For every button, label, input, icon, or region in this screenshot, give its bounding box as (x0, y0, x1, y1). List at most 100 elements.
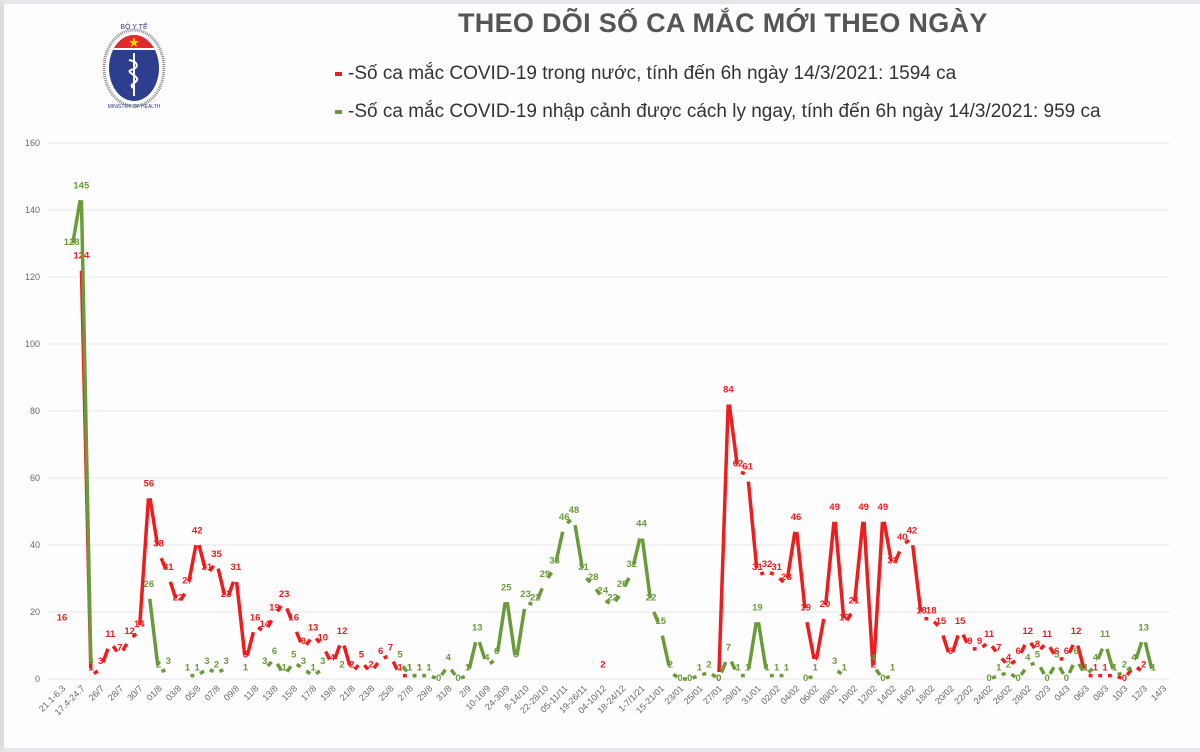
series-line-segment (594, 588, 602, 596)
x-tick-label: 08/3 (1091, 683, 1110, 702)
series-line-segment (585, 576, 592, 584)
x-tick-label: 17/8 (299, 683, 318, 702)
data-label: 7 (996, 643, 1001, 654)
series-line-segment (1038, 666, 1046, 675)
series-line-segment (266, 619, 274, 628)
series-line-segment (573, 524, 585, 569)
series-line-segment (882, 521, 894, 562)
data-label: 6 (1015, 646, 1020, 657)
data-label: 10 (317, 633, 328, 644)
data-label: 6 (378, 646, 383, 657)
data-label: 56 (144, 478, 155, 489)
series-line-segment (904, 538, 910, 545)
data-label: 12 (1071, 626, 1082, 637)
series-line-segment (874, 668, 882, 677)
data-label: 15 (936, 616, 947, 627)
data-label: 23 (520, 589, 531, 600)
x-tick-label: 22/02 (952, 683, 975, 706)
series-line-segment (1048, 666, 1056, 675)
series-line-segment (613, 594, 621, 603)
series-line-segment (1076, 645, 1086, 670)
data-label: 2 (349, 659, 354, 670)
series-line-segment (961, 634, 969, 644)
data-label: 1 (1093, 663, 1099, 674)
data-label: 6 (494, 646, 499, 657)
data-label: 128 (64, 237, 80, 248)
data-label: 13 (472, 622, 483, 633)
series-line-segment (1010, 672, 1017, 679)
data-label: 3 (262, 656, 267, 667)
series-line-segment (623, 577, 631, 587)
svg-text:BỘ Y TẾ: BỘ Y TẾ (120, 21, 148, 31)
data-label: 5 (1054, 649, 1060, 660)
series-line-segment (885, 675, 891, 680)
series-line-segment (941, 634, 951, 653)
data-label: 25 (501, 582, 512, 593)
series-line-segment (1135, 666, 1142, 672)
data-label: 44 (636, 519, 647, 530)
data-label: 31 (771, 562, 782, 573)
data-label: 1 (88, 663, 94, 674)
data-label: 1 (890, 663, 896, 674)
data-label: 22 (173, 592, 184, 603)
series-line-segment (990, 645, 998, 653)
data-label: 49 (858, 502, 869, 513)
data-label: 11 (105, 629, 116, 640)
data-label: 18 (926, 606, 937, 617)
x-tick-label: 03/8 (164, 683, 183, 702)
data-label: 18 (916, 606, 927, 617)
data-label: 1 (195, 663, 201, 674)
series-line-segment (460, 675, 466, 680)
series-line-segment (285, 665, 293, 673)
data-label: 23 (221, 589, 232, 600)
data-label: 1 (243, 663, 249, 674)
series-line-segment (727, 404, 739, 465)
y-tick-label: 80 (30, 406, 40, 416)
data-label: 16 (250, 612, 261, 623)
series-line-segment (1030, 661, 1036, 667)
series-line-segment (275, 663, 283, 672)
data-label: 16 (57, 612, 68, 623)
data-label: 1 (310, 663, 316, 674)
data-label: 0 (1015, 673, 1020, 684)
series-line-segment (449, 668, 457, 677)
series-line-segment (1134, 641, 1144, 660)
y-tick-label: 20 (30, 607, 40, 617)
data-label: 24 (598, 586, 609, 597)
series-line-segment (515, 608, 527, 656)
data-label: 6 (272, 646, 277, 657)
x-tick-label: 25/8 (376, 683, 395, 702)
series-line-segment (795, 531, 807, 609)
series-line-segment (71, 199, 82, 244)
x-tick-label: 28/02 (1010, 683, 1033, 706)
series-line-segment (159, 557, 168, 570)
data-label: 28 (781, 572, 792, 583)
data-label: 20 (820, 599, 831, 610)
series-line-segment (179, 592, 187, 602)
data-label: 2 (1122, 659, 1127, 670)
data-label: 2 (156, 659, 161, 670)
data-label: 38 (153, 539, 164, 550)
y-tick-label: 140 (25, 205, 40, 215)
chart-title: THEO DÕI SỐ CA MẮC MỚI THEO NGÀY (458, 8, 988, 38)
y-tick-label: 120 (25, 272, 40, 282)
series-line-segment (131, 632, 138, 639)
series-line-segment (991, 675, 997, 680)
x-tick-label: 30/7 (125, 683, 144, 702)
data-label: 4 (871, 653, 877, 664)
data-label: 26 (617, 579, 628, 590)
data-label: 3 (166, 656, 171, 667)
x-tick-label: 11/8 (242, 683, 261, 702)
data-label: 3 (88, 656, 93, 667)
x-tick-label: 06/3 (1072, 683, 1091, 702)
series-line-segment (740, 470, 746, 476)
data-label: 2 (668, 659, 673, 670)
series-line-segment (234, 581, 247, 656)
data-label: 4 (1006, 653, 1012, 664)
data-label: 5 (291, 649, 297, 660)
series-line-segment (294, 631, 303, 644)
series-line-segment (836, 669, 843, 676)
data-label: 1 (465, 663, 471, 674)
